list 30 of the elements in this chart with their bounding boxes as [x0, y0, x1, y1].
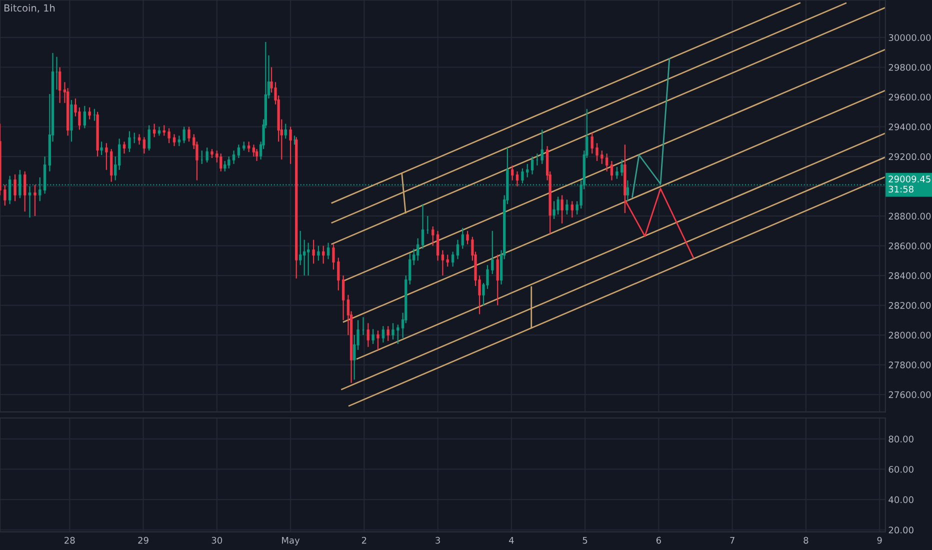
- y-tick-label: 29200.00: [888, 153, 931, 160]
- x-tick-label: 2: [362, 536, 366, 544]
- y-tick-label: 29400.00: [888, 123, 931, 130]
- x-tick-label: 29: [138, 536, 148, 544]
- y-tick-label: 27800.00: [888, 362, 931, 368]
- y-tick-label: 28400.00: [888, 272, 931, 280]
- x-tick-label: 7: [730, 536, 734, 544]
- y-tick-label: 28800.00: [888, 212, 931, 220]
- y-tick-label: 60.00: [888, 466, 914, 473]
- y-tick-label: 28000.00: [888, 332, 931, 339]
- x-tick-label: 6: [656, 536, 661, 544]
- y-tick-label: 28600.00: [888, 242, 931, 250]
- x-tick-label: 8: [804, 536, 808, 544]
- chart-title: Bitcoin, 1h: [4, 4, 55, 13]
- y-tick-label: 28200.00: [888, 302, 931, 309]
- x-tick-label: 28: [64, 536, 75, 544]
- y-tick-label: 30000.00: [888, 34, 931, 42]
- y-tick-label: 27600.00: [888, 391, 931, 398]
- x-tick-label: 30: [212, 536, 222, 544]
- x-tick-label: May: [282, 536, 300, 546]
- y-tick-label: 40.00: [888, 496, 914, 504]
- y-tick-label: 80.00: [888, 436, 914, 442]
- x-tick-label: 3: [436, 536, 440, 544]
- x-tick-label: 4: [508, 536, 514, 544]
- y-tick-label: 20.00: [888, 526, 914, 534]
- y-tick-label: 29800.00: [888, 64, 931, 71]
- y-tick-label: 29600.00: [888, 94, 931, 101]
- x-tick-label: 5: [582, 536, 588, 544]
- ref-line-label: 29009.45 31:58: [888, 176, 930, 193]
- x-tick-label: 9: [877, 536, 882, 544]
